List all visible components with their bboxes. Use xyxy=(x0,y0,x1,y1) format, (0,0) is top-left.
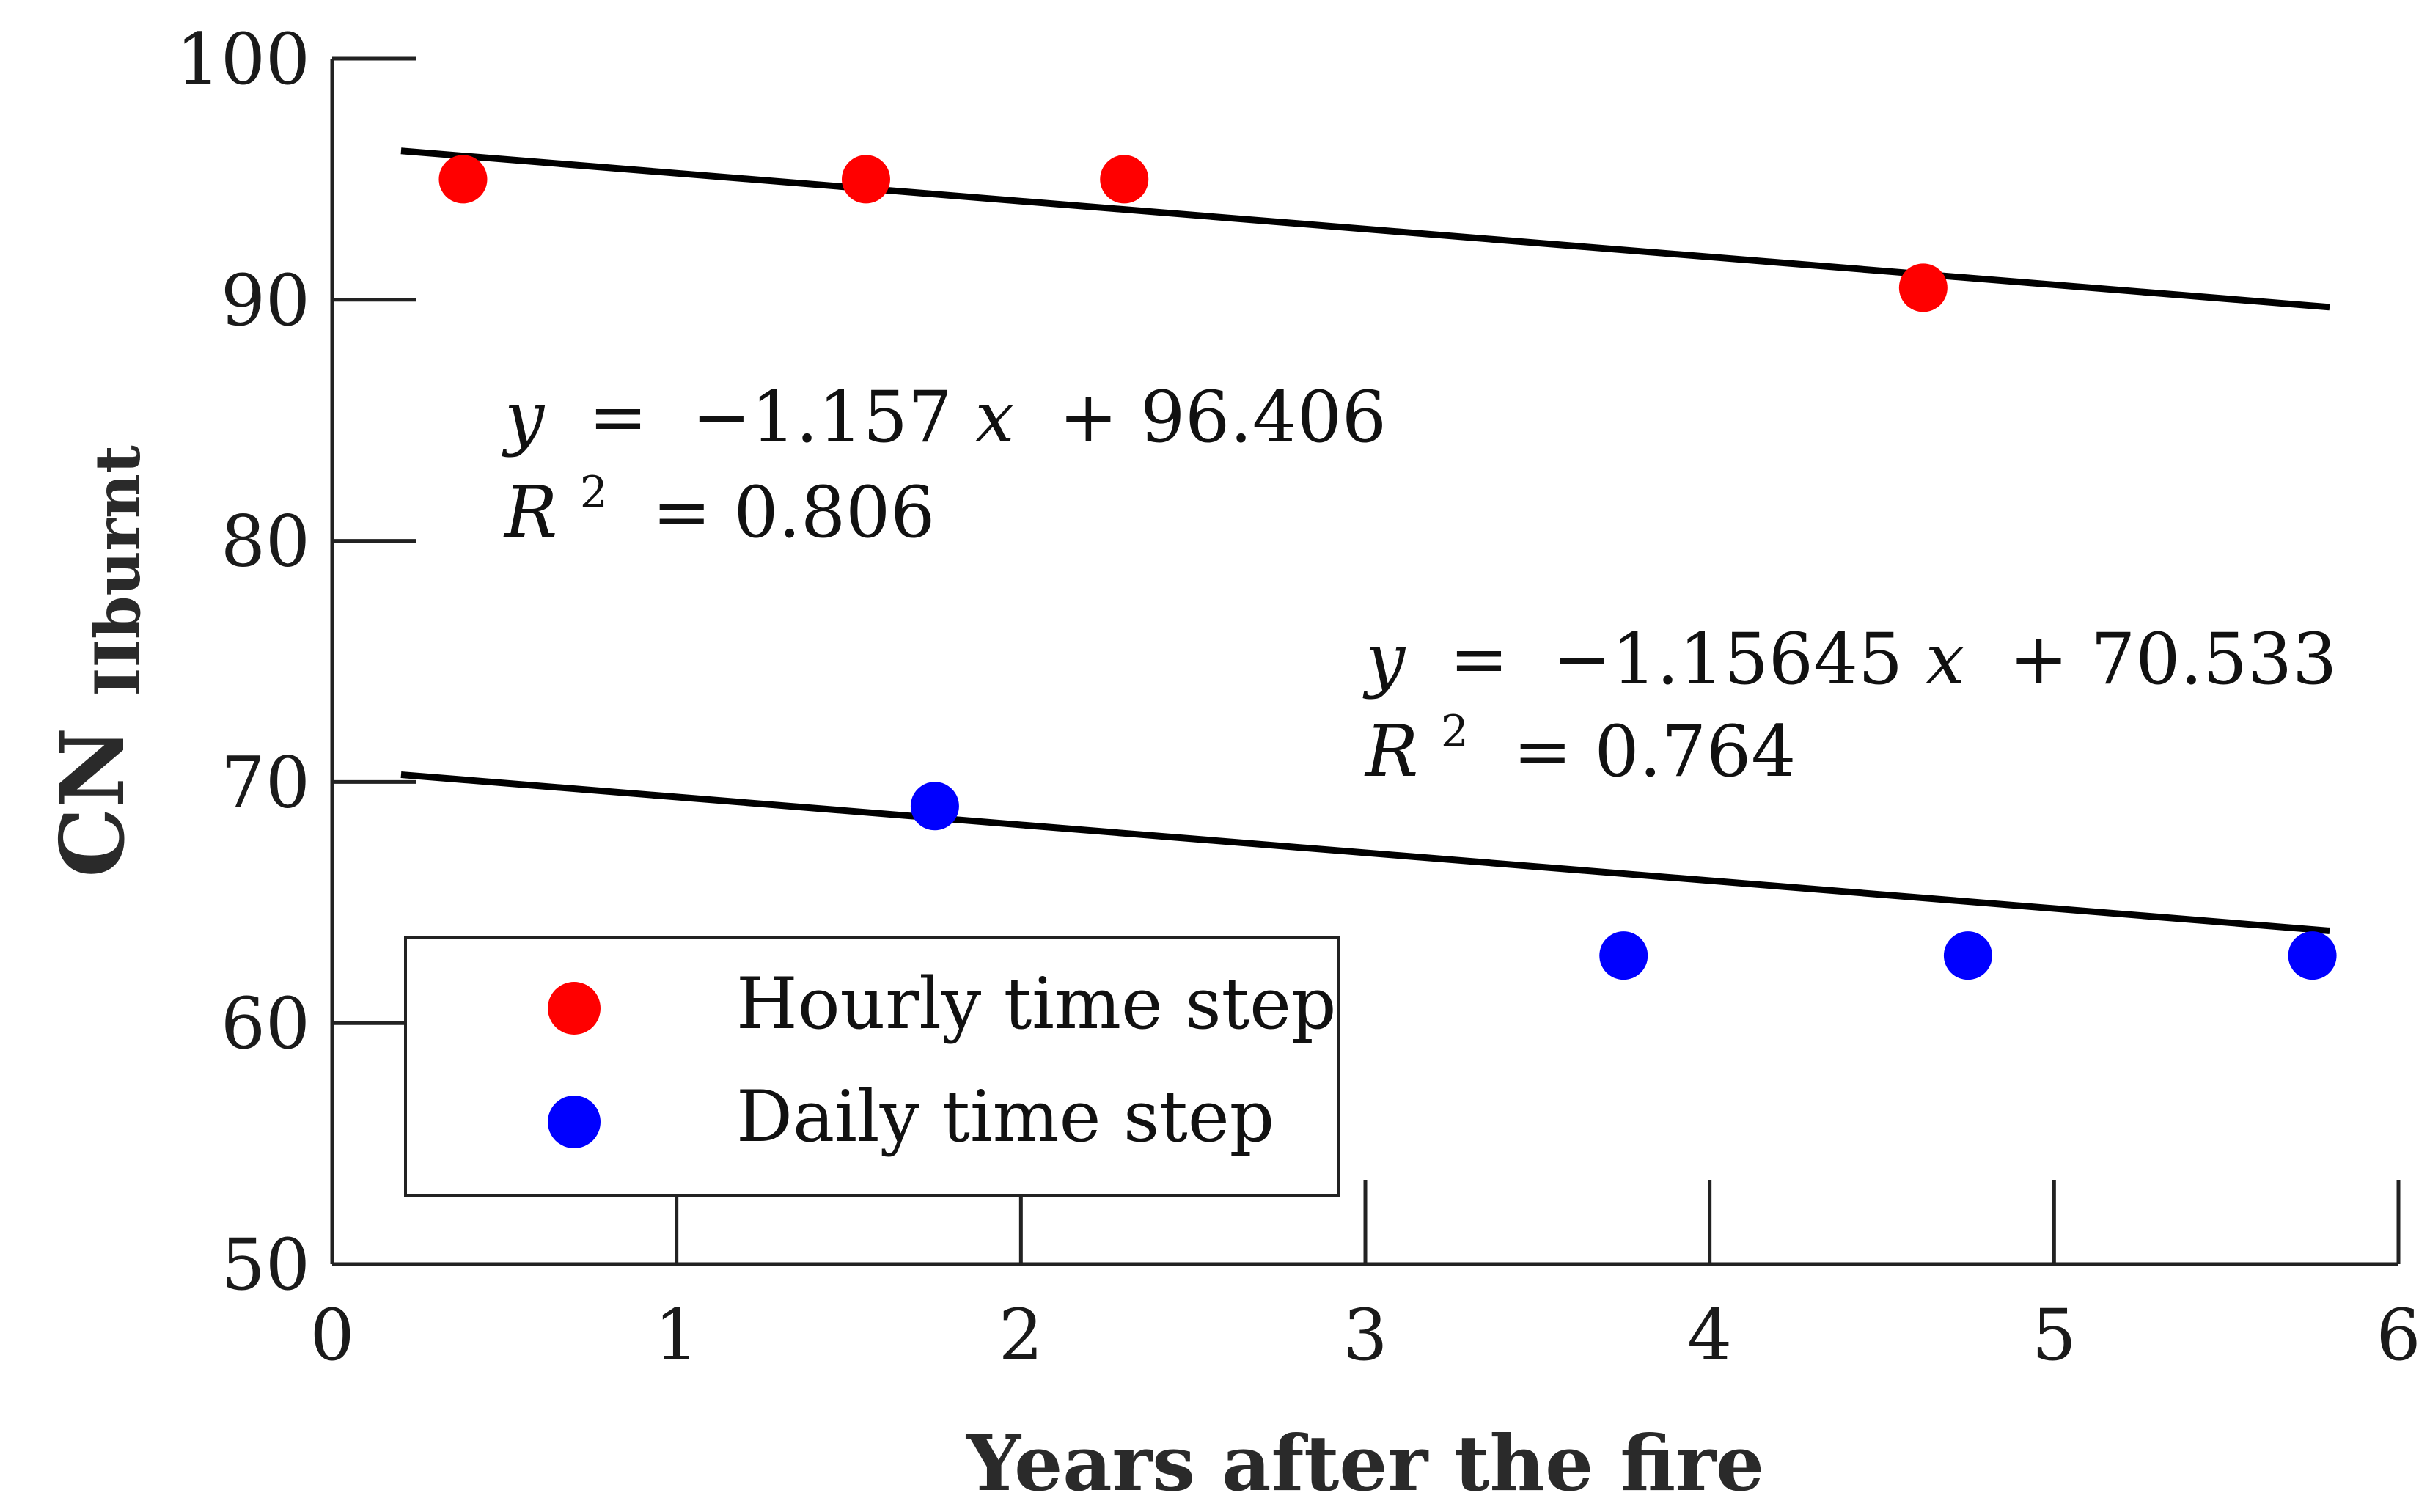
y-axis-title-main: CN xyxy=(41,727,144,878)
fit-lines xyxy=(400,147,2330,934)
legend-box xyxy=(404,936,1340,1197)
equation-daily-x: x xyxy=(1926,618,1965,700)
equation-daily: y = −1.15645 x + 70.533 xyxy=(1362,618,2337,700)
r2-daily-value: = 0.764 xyxy=(1513,711,1796,793)
point-s0-2 xyxy=(1100,155,1149,204)
x-tick-label-3: 3 xyxy=(1343,1294,1387,1376)
equation-hourly: y = −1.157 x + 96.406 xyxy=(502,376,1387,458)
y-tick-label-60: 60 xyxy=(221,983,310,1065)
point-s0-1 xyxy=(841,155,890,204)
legend-marker-hourly xyxy=(548,982,601,1035)
equation-daily-equals: = xyxy=(1450,618,1508,700)
equation-daily-y: y xyxy=(1362,618,1406,700)
r2-daily-sup: 2 xyxy=(1441,706,1469,757)
equation-hourly-x: x xyxy=(974,376,1014,458)
legend: Hourly time step Daily time step xyxy=(404,936,1340,1197)
y-axis-title-subscript: IIburnt xyxy=(81,445,154,697)
x-tick-label-2: 2 xyxy=(999,1294,1043,1376)
x-tick-label-6: 6 xyxy=(2376,1294,2419,1376)
y-tick-label-90: 90 xyxy=(221,260,310,342)
r2-daily-r: R xyxy=(1364,711,1418,793)
equation-hourly-slope: −1.157 xyxy=(692,376,952,458)
r2-hourly-r: R xyxy=(503,471,557,554)
y-tick-label-70: 70 xyxy=(221,741,310,823)
r2-hourly-sup: 2 xyxy=(580,467,608,518)
x-tick-label-0: 0 xyxy=(309,1294,354,1376)
point-s0-3 xyxy=(1898,263,1948,312)
x-tick-label-1: 1 xyxy=(654,1294,699,1376)
fit-line-1 xyxy=(400,771,2330,934)
legend-label-hourly: Hourly time step xyxy=(736,963,1336,1045)
equation-hourly-equals: = xyxy=(589,376,647,458)
x-ticks: 0 1 2 3 4 5 6 xyxy=(309,1180,2419,1376)
legend-marker-daily xyxy=(548,1096,601,1148)
x-axis-title: Years after the fire xyxy=(966,1418,1764,1508)
point-s1-2 xyxy=(1943,931,1992,980)
point-s1-1 xyxy=(1599,931,1648,980)
equation-daily-slope: −1.15645 xyxy=(1553,618,1903,700)
fit-line-0 xyxy=(400,147,2330,311)
y-tick-label-80: 80 xyxy=(221,501,310,583)
y-tick-label-100: 100 xyxy=(176,18,310,100)
r2-hourly-value: = 0.806 xyxy=(653,471,936,554)
legend-label-daily: Daily time step xyxy=(736,1076,1274,1158)
equation-hourly-y: y xyxy=(502,376,546,458)
data-points xyxy=(438,155,2337,980)
y-axis-title: CN IIburnt xyxy=(41,445,154,878)
equation-daily-intercept: + 70.533 xyxy=(2009,618,2337,700)
point-s1-3 xyxy=(2288,931,2337,980)
x-tick-label-4: 4 xyxy=(1687,1294,1732,1376)
y-ticks: 50 60 70 80 90 100 xyxy=(176,18,416,1306)
r2-hourly: R 2 = 0.806 xyxy=(503,442,935,554)
point-s0-0 xyxy=(438,155,488,204)
r2-daily: R 2 = 0.764 xyxy=(1364,681,1796,793)
x-tick-label-5: 5 xyxy=(2032,1294,2077,1376)
equation-hourly-intercept: + 96.406 xyxy=(1059,376,1387,458)
y-tick-label-50: 50 xyxy=(221,1224,310,1306)
point-s1-0 xyxy=(910,782,959,831)
